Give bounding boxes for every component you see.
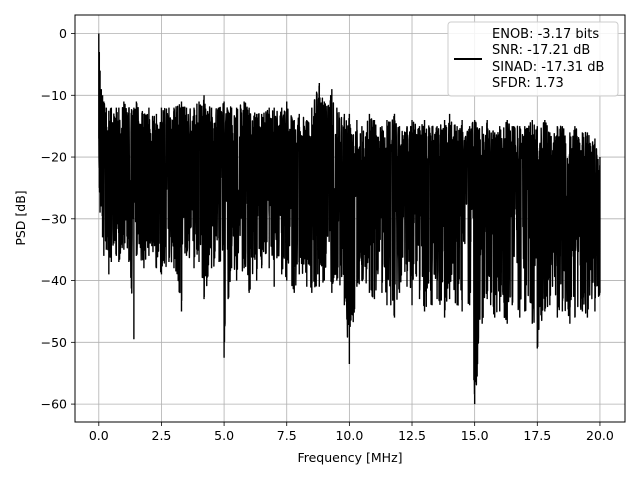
y-tick-label: −20	[41, 150, 67, 165]
y-axis-label: PSD [dB]	[13, 190, 28, 245]
y-axis-ticks: 0 −10 −20 −30 −40 −50 −60	[41, 26, 75, 412]
legend-line-sinad: SINAD: -17.31 dB	[492, 60, 604, 75]
x-axis-label: Frequency [MHz]	[297, 450, 402, 465]
legend: ENOB: -3.17 bits SNR: -17.21 dB SINAD: -…	[447, 21, 619, 97]
y-tick-label: −10	[41, 88, 67, 103]
x-tick-label: 5.0	[214, 428, 234, 443]
y-tick-label: −60	[41, 397, 67, 412]
y-tick-label: −40	[41, 273, 67, 288]
legend-box	[447, 21, 619, 97]
y-tick-label: −50	[41, 335, 67, 350]
legend-line-snr: SNR: -17.21 dB	[492, 43, 590, 58]
legend-line-sfdr: SFDR: 1.73	[492, 76, 564, 91]
y-tick-label: −30	[41, 211, 67, 226]
x-tick-label: 2.5	[152, 428, 172, 443]
x-tick-label: 15.0	[461, 428, 489, 443]
x-axis-ticks: 0.0 2.5 5.0 7.5 10.0 12.5 15.0 17.5 20.0	[89, 422, 614, 443]
x-tick-label: 7.5	[277, 428, 297, 443]
x-tick-label: 12.5	[398, 428, 426, 443]
psd-series-line	[98, 33, 601, 405]
x-tick-label: 20.0	[586, 428, 614, 443]
y-tick-label: 0	[59, 26, 67, 41]
x-tick-label: 10.0	[335, 428, 363, 443]
legend-line-enob: ENOB: -3.17 bits	[492, 27, 599, 42]
plot-area	[98, 33, 601, 405]
x-tick-label: 0.0	[89, 428, 109, 443]
x-tick-label: 17.5	[523, 428, 551, 443]
